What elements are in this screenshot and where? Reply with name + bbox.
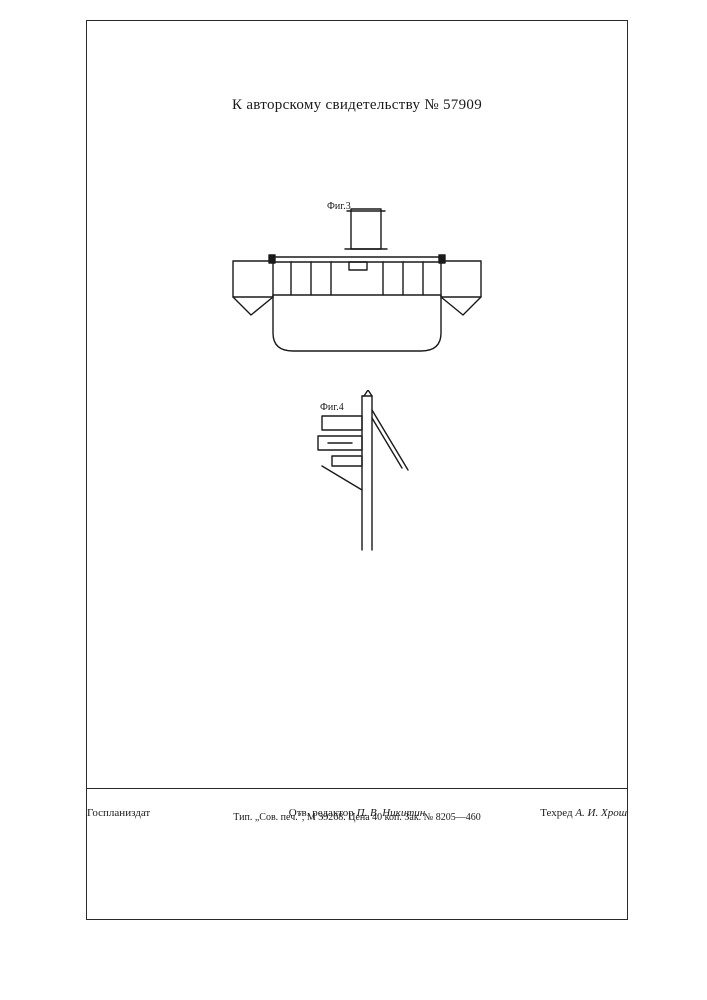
fig3-label-text: Фиг.3 [327, 201, 351, 212]
header-text: К авторскому свидетельству № 57909 [232, 97, 482, 113]
imprint-line: Тип. „Сов. печ.", М 39268. Цена 40 коп. … [87, 812, 627, 823]
figures-block: Фиг.3 [87, 199, 627, 560]
fig4-label-text: Фиг.4 [320, 402, 344, 413]
figure-4: Фиг.4 [292, 390, 422, 560]
footer-separator [87, 788, 627, 789]
page-frame: К авторскому свидетельству № 57909 [86, 20, 628, 920]
certificate-header: К авторскому свидетельству № 57909 [87, 97, 627, 114]
figure-3: Фиг.3 [227, 199, 487, 384]
